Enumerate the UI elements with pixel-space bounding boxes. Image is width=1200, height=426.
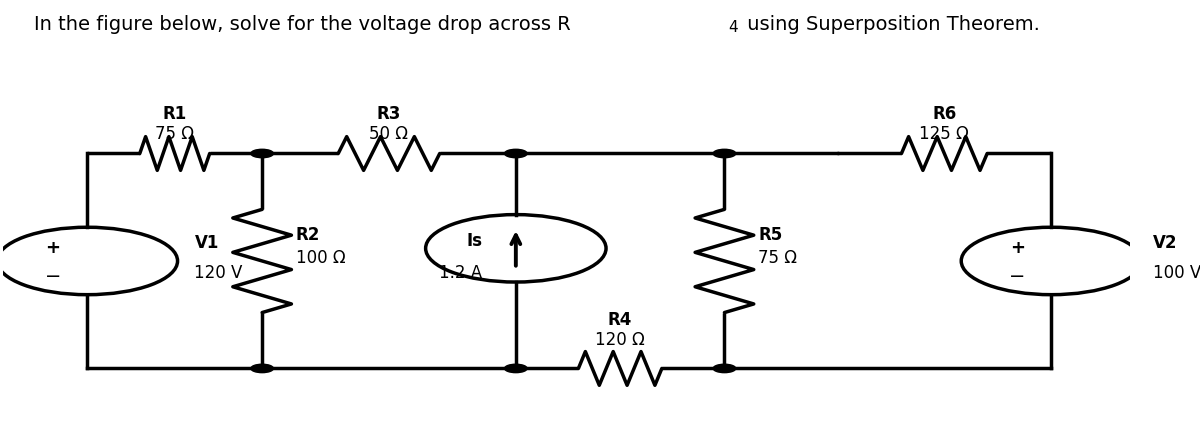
Text: R3: R3 xyxy=(377,105,401,123)
Text: Is: Is xyxy=(466,231,482,249)
Circle shape xyxy=(251,364,274,373)
Circle shape xyxy=(713,150,736,158)
Text: +: + xyxy=(1009,238,1025,256)
Text: +: + xyxy=(46,238,60,256)
Text: 75 Ω: 75 Ω xyxy=(155,124,194,142)
Text: 125 Ω: 125 Ω xyxy=(919,124,970,142)
Text: R6: R6 xyxy=(932,105,956,123)
Text: 1.2 A: 1.2 A xyxy=(439,263,482,281)
Text: In the figure below, solve for the voltage drop across R: In the figure below, solve for the volta… xyxy=(35,15,571,35)
Text: R4: R4 xyxy=(608,311,632,328)
Text: 120 V: 120 V xyxy=(194,263,242,281)
Text: 50 Ω: 50 Ω xyxy=(370,124,408,142)
Text: R2: R2 xyxy=(296,225,320,243)
Circle shape xyxy=(504,364,527,373)
Text: 4: 4 xyxy=(728,20,738,35)
Text: R5: R5 xyxy=(758,225,782,243)
Text: 120 Ω: 120 Ω xyxy=(595,331,646,348)
Text: 100 Ω: 100 Ω xyxy=(296,248,346,266)
Text: R1: R1 xyxy=(163,105,187,123)
Text: −: − xyxy=(44,266,61,285)
Text: 100 V: 100 V xyxy=(1153,263,1200,281)
Circle shape xyxy=(713,364,736,373)
Text: 75 Ω: 75 Ω xyxy=(758,248,797,266)
Text: −: − xyxy=(1009,266,1025,285)
Text: using Superposition Theorem.: using Superposition Theorem. xyxy=(742,15,1040,35)
Text: V2: V2 xyxy=(1153,233,1177,251)
Text: V1: V1 xyxy=(194,233,218,251)
Circle shape xyxy=(504,150,527,158)
Circle shape xyxy=(251,150,274,158)
